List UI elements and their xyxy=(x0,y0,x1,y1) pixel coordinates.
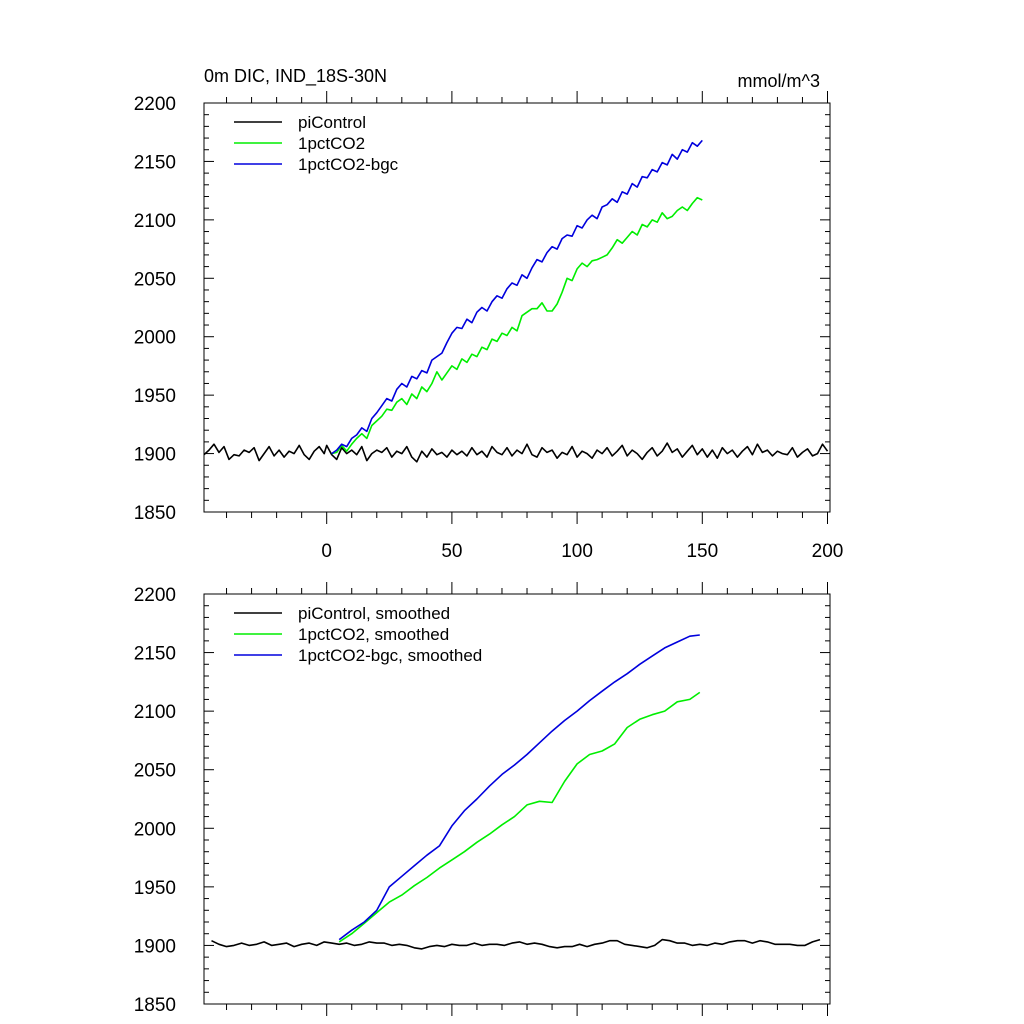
bottom-ytick-label: 2200 xyxy=(134,585,176,606)
bottom-ytick-label: 2150 xyxy=(134,644,176,665)
bottom-ytick-label: 2050 xyxy=(134,761,176,782)
top-xtick-label: 100 xyxy=(561,541,593,562)
chart-top: 0m DIC, IND_18S-30N mmol/m^3 1850 1900 195… xyxy=(134,66,844,562)
bottom-plot-frame xyxy=(203,593,831,1005)
top-xtick-label: 0 xyxy=(321,541,332,562)
top-ytick-label: 2050 xyxy=(134,269,176,290)
top-ytick-label: 2000 xyxy=(134,328,176,349)
bottom-ytick-label: 1950 xyxy=(134,878,176,899)
top-ytick-label: 2150 xyxy=(134,152,176,173)
top-ytick-label: 2200 xyxy=(134,94,176,115)
top-series-line-0 xyxy=(203,442,829,463)
top-series-line-2 xyxy=(331,139,703,455)
bottom-legend-label-0: piControl, smoothed xyxy=(298,604,450,623)
top-ytick-label: 1850 xyxy=(134,503,176,524)
bottom-legend-label-2: 1pctCO2-bgc, smoothed xyxy=(298,646,482,665)
top-series-line-1 xyxy=(331,196,703,455)
top-xtick-label: 200 xyxy=(812,541,844,562)
bottom-ytick-label: 1850 xyxy=(134,995,176,1016)
top-legend-label-1: 1pctCO2 xyxy=(298,134,365,153)
top-ytick-label: 1900 xyxy=(134,445,176,466)
chart-top-title-left: 0m DIC, IND_18S-30N xyxy=(204,66,387,87)
bottom-series-line-0 xyxy=(211,938,821,950)
bottom-ytick-label: 2000 xyxy=(134,819,176,840)
top-xtick-label: 150 xyxy=(686,541,718,562)
bottom-ytick-label: 2100 xyxy=(134,702,176,723)
chart-top-title-right: mmol/m^3 xyxy=(738,71,820,91)
top-legend-label-0: piControl xyxy=(298,113,366,132)
top-legend-label-2: 1pctCO2-bgc xyxy=(298,155,399,174)
top-ytick-label: 1950 xyxy=(134,386,176,407)
bottom-legend-label-1: 1pctCO2, smoothed xyxy=(298,625,449,644)
top-ytick-label: 2100 xyxy=(134,211,176,232)
chart-bottom: 1850 1900 1950 2000 2050 2100 2150 2200 piContro… xyxy=(134,582,831,1016)
bottom-series-line-1 xyxy=(338,691,701,943)
bottom-ytick-label: 1900 xyxy=(134,936,176,957)
top-plot-frame xyxy=(203,102,831,513)
bottom-series-line-2 xyxy=(338,634,700,941)
top-xtick-label: 50 xyxy=(441,541,462,562)
